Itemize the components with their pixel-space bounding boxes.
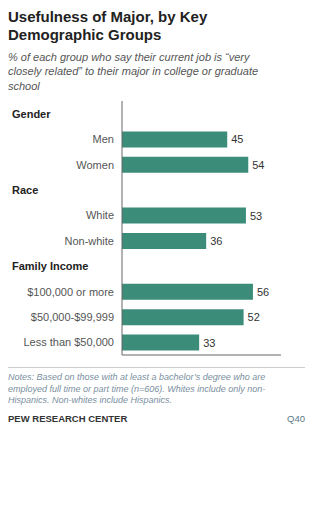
svg-text:$100,000 or more: $100,000 or more — [27, 285, 114, 297]
svg-text:45: 45 — [231, 133, 243, 145]
html-text:Usefulness of Major, by Key De: Usefulness of Major, by Key Demographic … — [8, 8, 208, 43]
svg-text:Race: Race — [12, 184, 38, 196]
svg-text:Men: Men — [93, 133, 114, 145]
svg-text:53: 53 — [250, 209, 262, 221]
svg-text:White: White — [86, 209, 114, 221]
svg-text:Less than $50,000: Less than $50,000 — [23, 336, 114, 348]
svg-text:Gender: Gender — [12, 108, 51, 120]
svg-text:33: 33 — [203, 336, 215, 348]
svg-text:56: 56 — [257, 286, 269, 298]
svg-text:Non-white: Non-white — [64, 235, 114, 247]
svg-text:52: 52 — [248, 311, 260, 323]
svg-text:$50,000-$99,999: $50,000-$99,999 — [31, 311, 114, 323]
svg-text:54: 54 — [252, 159, 264, 171]
svg-text:Women: Women — [76, 158, 114, 170]
svg-text:36: 36 — [210, 235, 222, 247]
html-text:PEW RESEARCH CENTER: PEW RESEARCH CENTER — [8, 413, 128, 424]
svg-text:Family Income: Family Income — [12, 260, 88, 272]
html-text:Q40: Q40 — [287, 413, 305, 424]
html-text:Notes: Based on those with at: Notes: Based on those with at least a ba… — [8, 371, 266, 406]
html-text:% of each group who say their: % of each group who say their current jo… — [8, 51, 259, 92]
